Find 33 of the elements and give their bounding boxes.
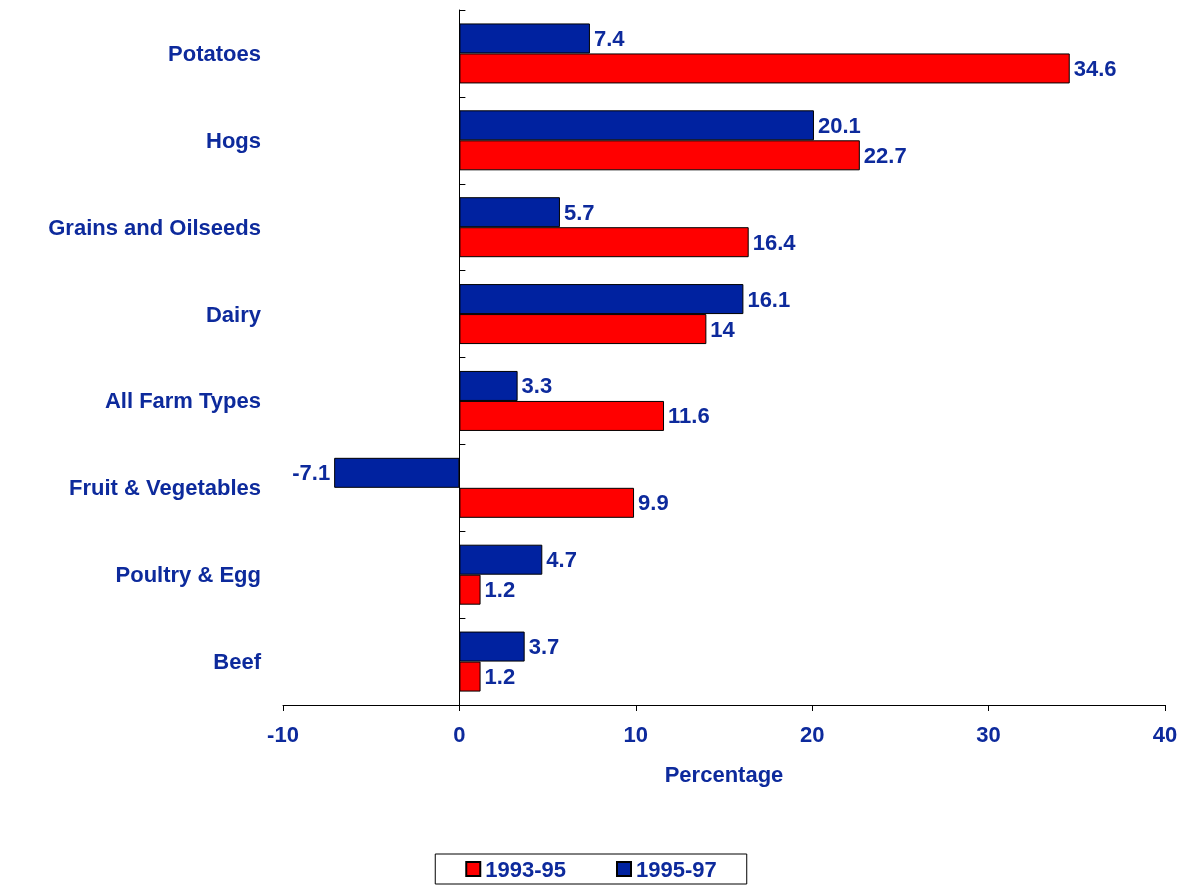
- x-tick-label: 20: [799, 721, 825, 747]
- data-label: -7.1: [292, 460, 331, 486]
- data-label: 11.6: [668, 403, 710, 429]
- y-tick-label: All Farm Types: [104, 388, 261, 414]
- data-label: 9.9: [638, 490, 669, 516]
- y-tick-label: Hogs: [206, 127, 261, 153]
- data-label: 5.7: [563, 199, 595, 225]
- data-label: 22.7: [863, 142, 907, 168]
- x-axis-title: Percentage: [664, 761, 784, 787]
- data-label: 3.3: [521, 373, 553, 399]
- y-tick-label: Potatoes: [168, 40, 261, 66]
- data-label: 4.7: [546, 547, 577, 573]
- legend-label: 1993-95: [485, 856, 567, 882]
- x-tick-label: 30: [976, 721, 1001, 747]
- x-tick-label: 0: [453, 721, 466, 747]
- legend-label: 1995-97: [636, 856, 717, 882]
- y-tick-label: Fruit & Vegetables: [69, 475, 261, 501]
- data-label: 16.4: [752, 229, 797, 255]
- data-label: 3.7: [528, 634, 560, 660]
- x-tick-label: 10: [623, 721, 649, 747]
- x-tick-label: -10: [267, 721, 299, 747]
- data-label: 1.2: [484, 664, 516, 690]
- data-label: 16.1: [747, 286, 791, 312]
- y-tick-label: Grains and Oilseeds: [48, 214, 261, 240]
- data-label: 34.6: [1073, 55, 1117, 81]
- y-tick-label: Poultry & Egg: [115, 562, 261, 588]
- data-label: 20.1: [817, 112, 861, 138]
- y-tick-label: Dairy: [205, 301, 262, 327]
- data-label: 14: [710, 316, 736, 342]
- y-tick-label: Beef: [213, 649, 262, 675]
- data-label: 1.2: [484, 577, 516, 603]
- x-tick-label: 40: [1152, 721, 1178, 747]
- data-label: 7.4: [593, 25, 626, 51]
